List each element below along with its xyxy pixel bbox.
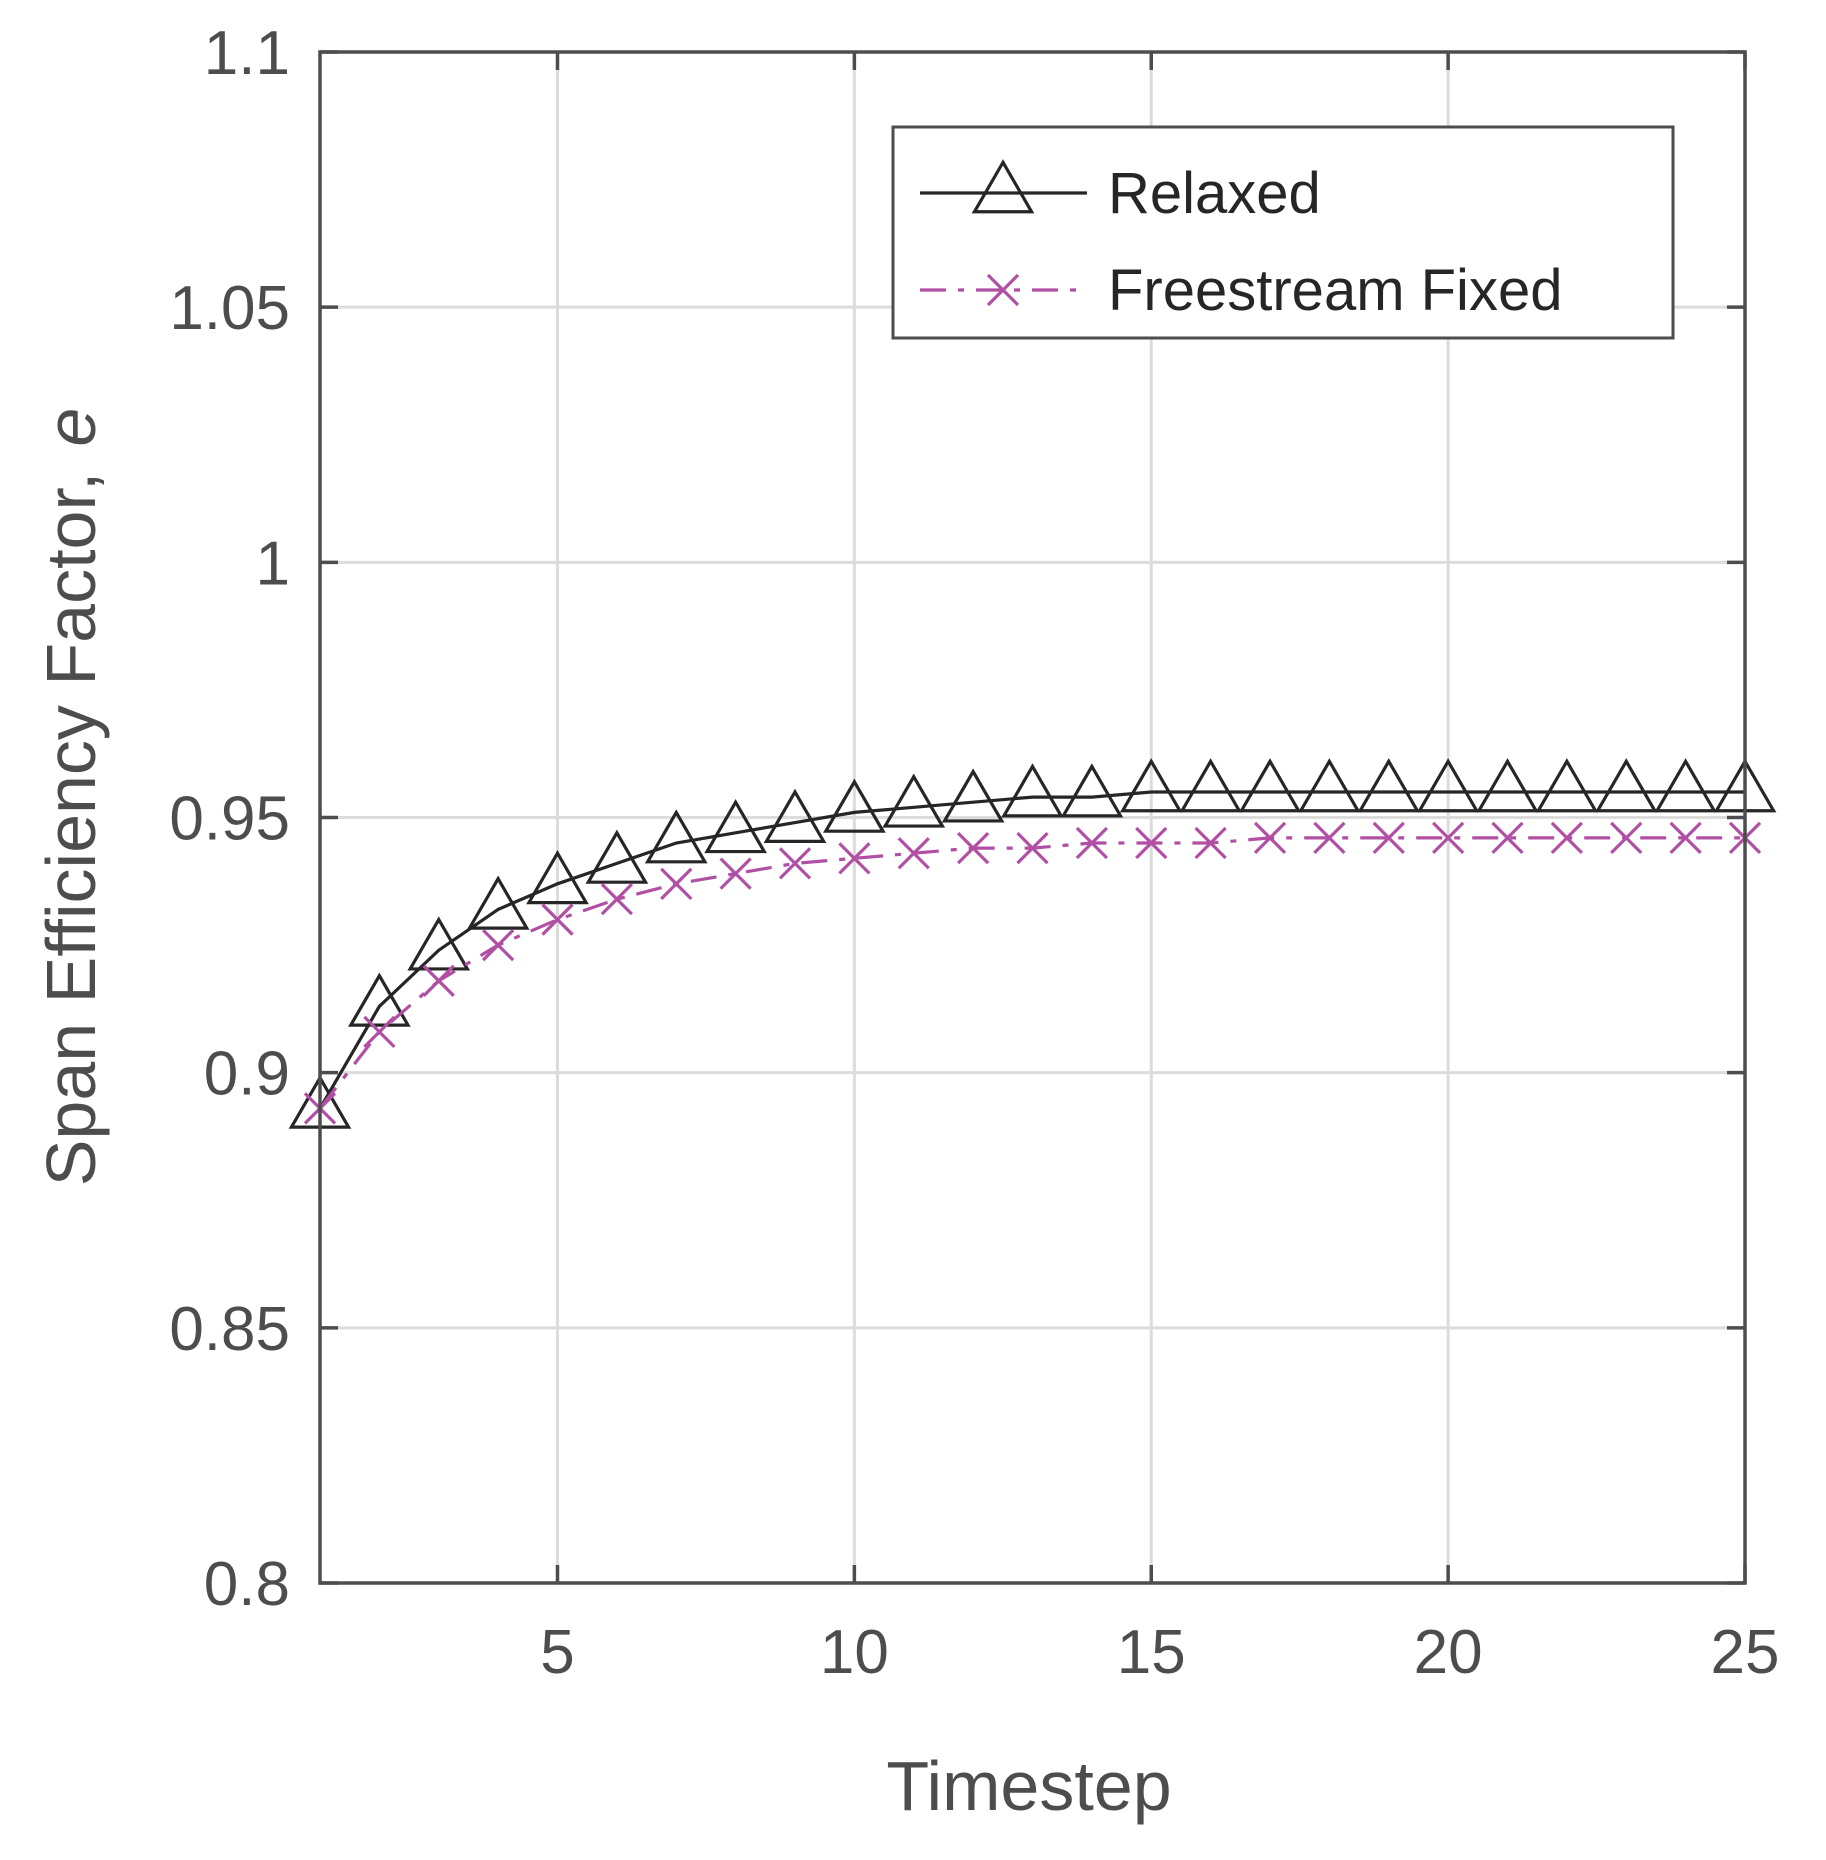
x-axis-label: Timestep: [886, 1747, 1171, 1825]
data-point-triangle: [1001, 763, 1064, 818]
y-tick-label: 1: [256, 529, 290, 598]
legend-box: [891, 125, 1675, 340]
data-point-x: [1194, 826, 1227, 860]
legend-marker-triangle: [971, 159, 1035, 214]
x-tick-label: 20: [1414, 1618, 1483, 1687]
data-point-x: [660, 867, 693, 900]
data-point-triangle: [1594, 758, 1658, 813]
tick-labels: 5 10 15 20 25 0.8 0.85 0.9 0.95 1 1.05 1.1: [169, 19, 1779, 1687]
data-point-triangle: [822, 778, 886, 833]
data-point-x: [1135, 826, 1168, 860]
data-point-triangle: [526, 850, 589, 905]
data-point-x: [363, 1015, 396, 1048]
data-point-triangle: [1535, 758, 1599, 813]
data-point-triangle: [644, 809, 708, 864]
y-axis-label: Span Efficiency Factor, e: [32, 408, 110, 1187]
axes: [318, 50, 1747, 1585]
data-point-x: [1253, 821, 1287, 855]
data-point-x: [1491, 821, 1524, 855]
y-axis-label-text: Span Efficiency Factor, e: [32, 408, 110, 1187]
data-point-triangle: [1416, 758, 1480, 813]
y-tick-label: 0.85: [169, 1295, 290, 1364]
data-point-x: [422, 964, 455, 997]
series-line: [318, 790, 1745, 1110]
legend-entries: Relaxed Freestream Fixed: [920, 159, 1562, 323]
data-point-x: [600, 883, 634, 916]
series-freestream-fixed: [303, 821, 1762, 1125]
legend-entry: Relaxed: [920, 159, 1321, 226]
data-point-triangle: [347, 972, 411, 1027]
data-point-triangle: [763, 788, 827, 843]
legend-marker-x: [986, 273, 1020, 307]
legend: Relaxed Freestream Fixed: [891, 125, 1675, 340]
data-point-triangle: [1654, 758, 1718, 813]
legend-label: Relaxed: [1108, 161, 1321, 226]
data-point-triangle: [704, 798, 768, 854]
data-point-x: [1550, 821, 1584, 855]
data-point-x: [541, 903, 574, 936]
y-tick-label: 1.1: [204, 19, 290, 88]
data-point-triangle: [1119, 758, 1183, 813]
data-point-x: [1610, 821, 1643, 855]
plot-area-border: [318, 50, 1747, 1585]
x-tick-label: 5: [540, 1618, 574, 1687]
data-point-x: [719, 857, 752, 890]
data-point-triangle: [1357, 758, 1421, 813]
data-point-x: [897, 837, 930, 870]
data-point-x: [1075, 826, 1109, 860]
data-point-x: [1669, 821, 1702, 855]
data-point-x: [956, 831, 990, 865]
data-point-x: [1431, 821, 1465, 855]
legend-label: Freestream Fixed: [1108, 258, 1562, 323]
data-point-triangle: [407, 916, 471, 971]
y-tick-label: 0.8: [204, 1550, 290, 1619]
data-point-triangle: [1476, 758, 1539, 813]
series-layer: [288, 758, 1777, 1129]
data-point-triangle: [466, 875, 530, 930]
data-point-triangle: [1060, 763, 1124, 818]
y-axis-label-symbol: e: [32, 408, 110, 447]
x-tick-label: 10: [820, 1618, 889, 1687]
y-axis-label-main: Span Efficiency Factor,: [32, 472, 110, 1187]
data-point-triangle: [1179, 758, 1243, 813]
legend-entry: Freestream Fixed: [920, 258, 1562, 323]
x-tick-label: 25: [1711, 1618, 1780, 1687]
data-point-triangle: [882, 773, 946, 828]
data-point-x: [481, 928, 515, 962]
y-tick-label: 0.95: [169, 785, 290, 854]
data-point-x: [1313, 821, 1346, 855]
data-point-x: [1016, 831, 1049, 865]
series-relaxed: [288, 758, 1777, 1129]
data-point-triangle: [585, 829, 649, 884]
data-point-triangle: [1238, 758, 1302, 813]
data-point-x: [1372, 821, 1405, 855]
data-point-x: [838, 842, 871, 875]
data-point-triangle: [941, 768, 1005, 823]
data-point-triangle: [1297, 758, 1361, 813]
x-tick-label: 15: [1117, 1618, 1186, 1687]
data-point-x: [778, 847, 812, 880]
y-tick-label: 0.9: [204, 1040, 290, 1109]
y-tick-label: 1.05: [169, 274, 290, 343]
